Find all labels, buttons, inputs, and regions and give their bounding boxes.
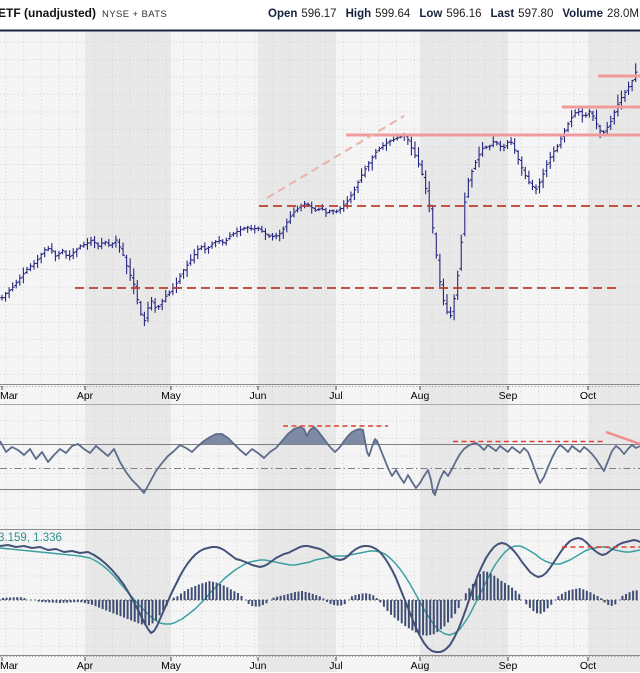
month-label-oct: Oct [580,660,596,672]
month-label-jun: Jun [250,660,267,672]
grid-lines [0,31,640,655]
month-axis-top: Mar Apr May Jun Jul Aug Sep Oct [0,386,596,402]
symbol-title: ETF (unadjusted) NYSE + BATS [0,6,167,20]
month-label-aug: Aug [411,660,430,672]
symbol-title-text: ETF (unadjusted) [0,6,96,20]
indicator-panel [0,426,640,496]
month-label-jun: Jun [250,390,267,402]
price-panel [0,63,638,327]
month-label-aug: Aug [411,390,430,402]
indicator-annotations [283,425,640,446]
month-label-may: May [161,660,182,672]
price-annotations [75,74,640,289]
month-label-mar: Mar [0,390,19,402]
macd-value-label: 3.159, 1.336 [0,532,62,544]
quote-value-volume: 28.0M [607,8,640,20]
quote-label-open: Open [268,8,298,20]
quote-value-last: 597.80 [518,8,554,20]
quote-label-high: High [345,8,372,20]
exchange-label: NYSE + BATS [102,9,168,20]
quote-label-last: Last [490,8,515,20]
month-axis-bottom: Mar Apr May Jun Jul Aug Sep Oct [0,657,596,672]
panel-borders [0,29,640,657]
month-label-jul: Jul [329,660,342,672]
month-label-oct: Oct [580,390,596,402]
month-bands [0,30,640,672]
quote-label-volume: Volume [562,8,604,20]
month-label-apr: Apr [77,660,94,672]
month-label-jul: Jul [329,390,342,402]
quote-strip: Open 596.17 High 599.64 Low 596.16 Last 597.80 V… [268,8,640,20]
quote-label-low: Low [419,8,443,20]
month-label-sep: Sep [499,390,518,402]
quote-value-low: 596.16 [446,8,482,20]
month-label-may: May [161,390,182,402]
chart-header: ETF (unadjusted) NYSE + BATS Open 596.17 Hi… [0,0,640,29]
quote-value-high: 599.64 [375,8,411,20]
month-label-sep: Sep [499,660,518,672]
month-label-mar: Mar [0,660,19,672]
month-label-apr: Apr [77,390,94,402]
quote-value-open: 596.17 [301,8,337,20]
macd-histogram [2,571,638,636]
